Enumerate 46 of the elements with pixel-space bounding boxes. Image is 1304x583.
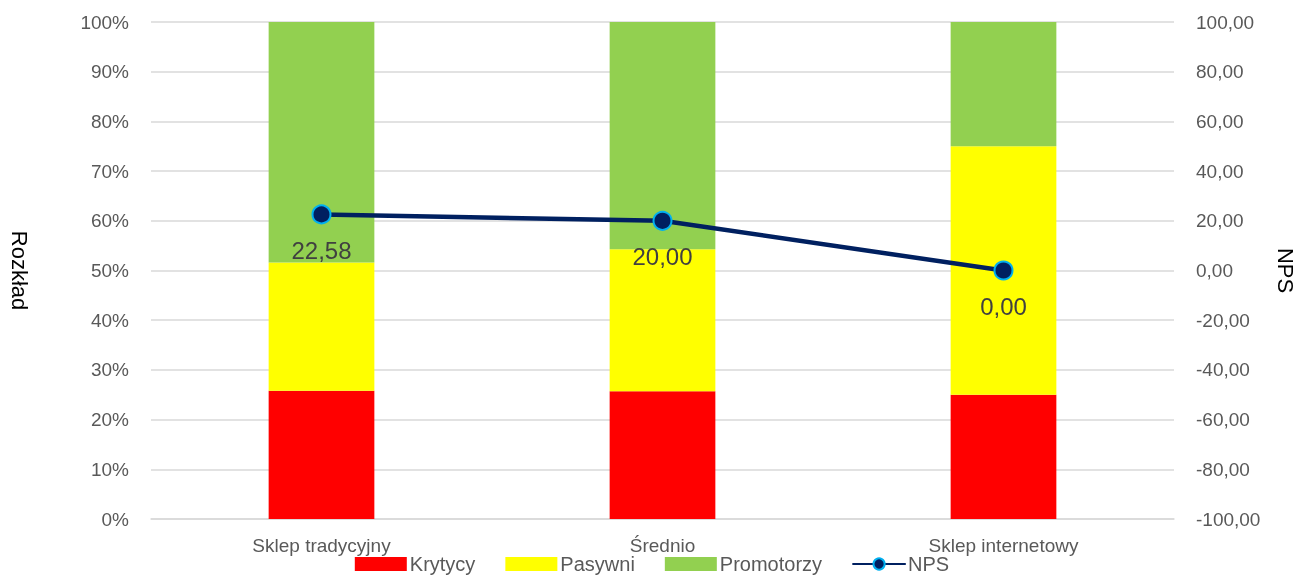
- y-tick-label: 20%: [90, 409, 130, 431]
- point: [993, 260, 1014, 281]
- legend-label: NPS: [908, 553, 950, 575]
- bar: [268, 390, 375, 519]
- y2-axis-title: NPS: [1272, 247, 1298, 294]
- bar: [609, 22, 716, 250]
- y2-tick-label: 40,00: [1196, 160, 1244, 182]
- y-tick-label: 70%: [90, 160, 130, 182]
- x-tick-label: Średnio: [629, 535, 696, 556]
- y2-tick-label: -100,00: [1196, 508, 1261, 530]
- y-tick-label: 60%: [90, 210, 130, 232]
- y-axis-title: Rozkład: [6, 230, 32, 311]
- point: [652, 210, 673, 231]
- y-tick-label: 90%: [90, 61, 130, 83]
- bar: [268, 262, 375, 391]
- bar: [268, 22, 375, 263]
- y2-tick-label: 20,00: [1196, 210, 1244, 232]
- data-label: 20,00: [632, 243, 693, 271]
- legend-label: Promotorzy: [719, 553, 823, 575]
- bar: [950, 394, 1057, 519]
- y2-tick-label: 60,00: [1196, 110, 1244, 132]
- bar: [950, 22, 1057, 147]
- legend-label: Pasywni: [560, 553, 635, 575]
- bar: [609, 249, 716, 392]
- data-label: 22,58: [291, 236, 352, 264]
- y-tick-label: 100%: [80, 11, 130, 33]
- y2-tick-label: 0,00: [1196, 260, 1233, 281]
- y2-tick-label: 100,00: [1196, 11, 1255, 33]
- bar: [609, 391, 716, 519]
- x-tick-label: Sklep tradycyjny: [252, 535, 392, 556]
- y2-tick-label: -20,00: [1196, 309, 1250, 331]
- y2-tick-label: -40,00: [1196, 359, 1250, 381]
- y2-tick-label: -60,00: [1196, 409, 1250, 431]
- data-label: 0,00: [980, 293, 1027, 320]
- y-tick-label: 30%: [90, 359, 130, 381]
- legend-label: Krytycy: [409, 553, 476, 575]
- point: [311, 204, 332, 225]
- y2-tick-label: 80,00: [1196, 61, 1244, 83]
- bar: [950, 146, 1057, 395]
- y-tick-label: 10%: [90, 458, 130, 480]
- y-tick-label: 40%: [90, 309, 130, 331]
- y2-tick-label: -80,00: [1196, 458, 1250, 480]
- x-tick-label: Sklep internetowy: [928, 535, 1079, 556]
- y-tick-label: 50%: [90, 260, 130, 281]
- y-tick-label: 80%: [90, 110, 130, 132]
- y-tick-label: 0%: [101, 508, 130, 530]
